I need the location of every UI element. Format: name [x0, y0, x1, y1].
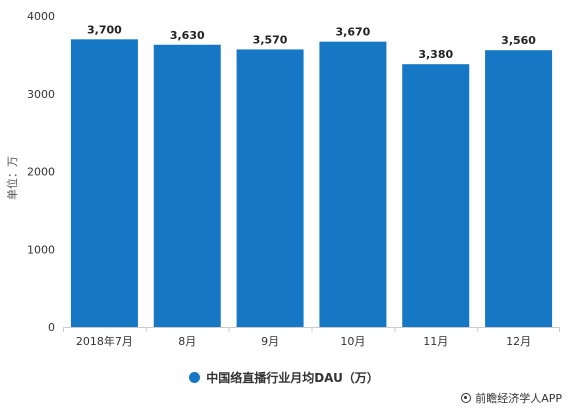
y-tick-label: 0: [48, 321, 55, 334]
bar: [70, 39, 138, 327]
data-label: 3,670: [336, 26, 371, 39]
credit-label: 前瞻经济学人APP: [475, 392, 562, 405]
legend-marker: [189, 371, 201, 383]
bar: [319, 41, 387, 327]
data-label: 3,380: [418, 48, 453, 61]
bar: [153, 44, 221, 328]
chart-axes: 0 1000 2000 3000 4000 2018年7月 8月 9月 10月 11月 12月: [27, 10, 560, 348]
x-tick-label: 10月: [340, 335, 365, 348]
y-tick-label: 4000: [27, 10, 55, 23]
data-label: 3,700: [87, 23, 122, 36]
bar: [236, 49, 304, 328]
bar: [402, 64, 470, 327]
x-tick-label: 8月: [178, 335, 196, 348]
at-icon: [461, 393, 472, 403]
legend: 中国络直播行业月均DAU（万）: [0, 368, 568, 386]
x-tick-label: 11月: [423, 335, 448, 348]
data-label: 3,630: [170, 29, 205, 42]
data-labels: 3,700 3,630 3,570 3,670 3,380 3,560: [87, 23, 536, 61]
data-label: 3,570: [253, 33, 288, 46]
bars: [70, 39, 553, 328]
y-axis-label: 单位：万: [5, 156, 19, 200]
y-tick-label: 1000: [27, 243, 55, 256]
source-credit: 前瞻经济学人APP: [461, 390, 562, 406]
y-tick-label: 2000: [27, 166, 55, 179]
bar: [485, 50, 553, 328]
legend-label: 中国络直播行业月均DAU（万）: [206, 370, 379, 385]
y-tick-label: 3000: [27, 88, 55, 101]
x-tick-label: 12月: [506, 335, 531, 348]
x-tick-label: 2018年7月: [76, 334, 133, 348]
x-tick-label: 9月: [261, 335, 279, 348]
data-label: 3,560: [501, 34, 536, 47]
